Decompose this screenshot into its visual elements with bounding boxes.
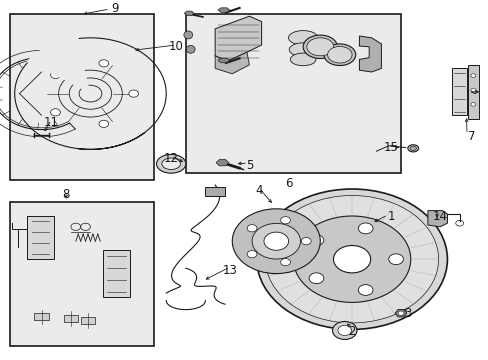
- Polygon shape: [184, 11, 194, 15]
- Circle shape: [99, 120, 108, 127]
- Ellipse shape: [409, 146, 415, 150]
- Polygon shape: [218, 58, 229, 63]
- Ellipse shape: [186, 45, 195, 53]
- Circle shape: [264, 232, 288, 250]
- Text: 15: 15: [383, 141, 398, 154]
- Bar: [10, 202, 154, 346]
- Polygon shape: [102, 250, 129, 297]
- Polygon shape: [215, 16, 261, 61]
- Circle shape: [99, 60, 108, 67]
- Circle shape: [246, 251, 256, 258]
- Polygon shape: [27, 216, 54, 259]
- Ellipse shape: [327, 46, 351, 63]
- Polygon shape: [81, 317, 95, 324]
- Ellipse shape: [183, 31, 192, 39]
- Text: 3: 3: [404, 307, 411, 320]
- Circle shape: [308, 273, 323, 284]
- Text: 2: 2: [347, 325, 355, 338]
- Polygon shape: [218, 8, 229, 12]
- Circle shape: [293, 216, 410, 302]
- Text: 4: 4: [255, 184, 263, 197]
- Circle shape: [128, 90, 138, 97]
- Polygon shape: [63, 315, 78, 322]
- Circle shape: [51, 71, 61, 78]
- Circle shape: [256, 189, 447, 329]
- Circle shape: [51, 109, 61, 116]
- Polygon shape: [215, 52, 249, 74]
- Ellipse shape: [303, 35, 337, 58]
- Wedge shape: [28, 38, 90, 94]
- Circle shape: [252, 223, 300, 259]
- Bar: [185, 14, 400, 173]
- Polygon shape: [359, 36, 381, 72]
- Circle shape: [397, 311, 403, 315]
- Polygon shape: [34, 313, 49, 320]
- Ellipse shape: [407, 145, 418, 152]
- Polygon shape: [394, 310, 406, 317]
- Circle shape: [358, 223, 372, 234]
- Circle shape: [470, 103, 475, 106]
- Circle shape: [301, 238, 310, 245]
- Ellipse shape: [162, 158, 180, 170]
- Text: 8: 8: [62, 188, 70, 201]
- Ellipse shape: [290, 53, 315, 66]
- Text: 12: 12: [163, 152, 178, 165]
- Circle shape: [470, 88, 475, 92]
- Text: 7: 7: [467, 130, 475, 143]
- Circle shape: [246, 225, 256, 232]
- Text: 5: 5: [245, 159, 253, 172]
- Circle shape: [232, 209, 320, 274]
- Bar: [451, 68, 466, 115]
- Polygon shape: [216, 159, 228, 166]
- Circle shape: [470, 74, 475, 77]
- Text: 6: 6: [284, 177, 292, 190]
- Text: 11: 11: [44, 116, 59, 129]
- Polygon shape: [427, 211, 447, 227]
- Ellipse shape: [306, 38, 333, 56]
- Circle shape: [265, 195, 438, 323]
- Circle shape: [333, 246, 370, 273]
- Circle shape: [337, 325, 351, 336]
- Text: 13: 13: [222, 264, 237, 276]
- Circle shape: [388, 254, 403, 265]
- Ellipse shape: [288, 31, 317, 45]
- Circle shape: [280, 217, 290, 224]
- Ellipse shape: [288, 43, 316, 57]
- Bar: [10, 14, 154, 180]
- Circle shape: [308, 235, 323, 246]
- Ellipse shape: [323, 44, 355, 66]
- Bar: [205, 187, 224, 196]
- Text: 10: 10: [168, 40, 183, 53]
- Circle shape: [280, 258, 290, 266]
- Circle shape: [358, 285, 372, 296]
- Bar: [467, 65, 478, 119]
- Text: 14: 14: [432, 210, 447, 222]
- Ellipse shape: [156, 154, 185, 173]
- Text: 9: 9: [111, 3, 119, 15]
- Text: 1: 1: [386, 210, 394, 222]
- Circle shape: [332, 321, 356, 339]
